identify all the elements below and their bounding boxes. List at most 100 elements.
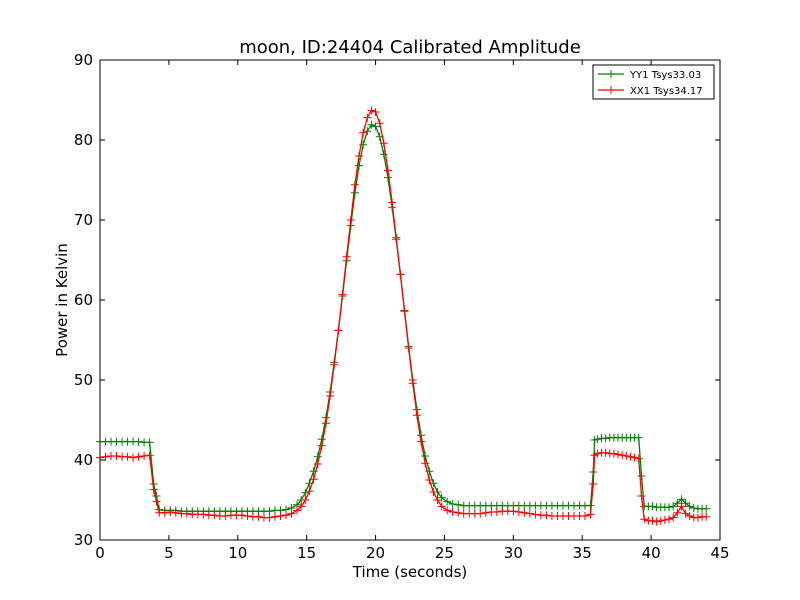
data-point — [287, 509, 296, 518]
legend-item: YY1 Tsys33.03 — [598, 70, 701, 81]
data-point — [614, 450, 623, 459]
y-axis-title: Power in Kelvin — [53, 243, 71, 357]
data-point — [601, 448, 610, 457]
legend-item: XX1 Tsys34.17 — [598, 86, 703, 97]
y-tick-label: 60 — [74, 291, 93, 309]
data-point — [297, 502, 306, 511]
data-point — [112, 452, 121, 460]
data-point — [677, 502, 686, 511]
data-point — [531, 510, 540, 519]
data-point — [342, 252, 351, 261]
data-point — [648, 516, 657, 525]
data-point — [702, 512, 711, 521]
data-point — [367, 120, 376, 129]
data-point — [448, 508, 457, 516]
data-point — [317, 441, 326, 450]
legend-marker — [607, 70, 615, 78]
data-point — [656, 516, 665, 525]
data-point — [634, 433, 643, 442]
data-point — [412, 411, 421, 420]
data-point — [669, 513, 678, 522]
data-point — [140, 452, 149, 460]
data-point — [326, 392, 335, 400]
data-point — [309, 475, 318, 484]
data-point — [492, 508, 501, 516]
data-point — [681, 509, 690, 518]
data-point — [685, 512, 694, 520]
data-point — [437, 493, 446, 502]
data-point — [392, 233, 401, 242]
data-point — [375, 119, 384, 128]
data-point — [396, 270, 405, 279]
legend-marker — [607, 86, 615, 94]
data-point — [145, 451, 154, 460]
data-point — [509, 507, 518, 516]
data-point — [379, 150, 388, 159]
data-point — [210, 511, 219, 520]
data-point — [609, 449, 618, 458]
data-point — [166, 508, 175, 516]
x-tick-label: 0 — [95, 544, 105, 562]
data-point — [425, 476, 434, 484]
data-point — [637, 492, 646, 500]
data-point — [276, 512, 285, 520]
data-point — [301, 496, 310, 504]
x-tick-label: 35 — [573, 544, 592, 562]
data-point — [221, 512, 230, 520]
data-point — [673, 508, 682, 517]
data-point — [199, 510, 208, 519]
x-tick-label: 40 — [642, 544, 661, 562]
data-point — [520, 508, 529, 517]
data-point — [648, 502, 657, 511]
data-point — [363, 127, 372, 136]
data-point — [371, 122, 380, 131]
data-point — [685, 502, 694, 511]
data-point — [383, 166, 392, 175]
legend-label: YY1 Tsys33.03 — [629, 70, 701, 81]
data-point — [640, 515, 649, 524]
data-point — [254, 512, 263, 521]
data-point — [514, 508, 523, 516]
data-point — [586, 510, 595, 519]
data-point — [134, 452, 143, 461]
legend: YY1 Tsys33.03 XX1 Tsys34.17 — [592, 64, 715, 100]
data-point — [443, 506, 452, 515]
x-tick-label: 20 — [366, 544, 385, 562]
data-point — [665, 503, 674, 512]
data-point — [593, 435, 602, 444]
data-point — [404, 344, 413, 352]
data-point — [182, 509, 191, 518]
data-point — [689, 504, 698, 512]
data-point — [637, 472, 646, 480]
data-point — [601, 434, 610, 443]
data-point — [379, 139, 388, 148]
data-point — [702, 504, 711, 513]
data-point — [593, 449, 602, 458]
data-point — [101, 452, 110, 461]
data-point — [454, 500, 463, 509]
data-point — [681, 499, 690, 508]
y-tick-label: 50 — [74, 371, 93, 389]
data-point — [305, 487, 314, 496]
data-point — [243, 512, 252, 520]
data-point — [160, 508, 169, 517]
y-tick-label: 40 — [74, 451, 93, 469]
data-point — [265, 513, 274, 522]
series-2 — [96, 106, 711, 526]
x-tick-label: 15 — [297, 544, 316, 562]
y-tick-label: 80 — [74, 131, 93, 149]
data-point — [618, 451, 627, 460]
data-point — [429, 488, 438, 496]
data-point — [346, 216, 355, 224]
data-point — [400, 307, 409, 316]
data-point — [145, 438, 154, 447]
data-point — [630, 453, 639, 462]
data-point — [313, 452, 322, 461]
data-point — [476, 509, 485, 518]
x-tick-label: 30 — [504, 544, 523, 562]
chart-title: moon, ID:24404 Calibrated Amplitude — [239, 37, 581, 58]
data-point — [152, 497, 161, 506]
legend-box — [592, 64, 715, 100]
data-point — [433, 496, 442, 504]
